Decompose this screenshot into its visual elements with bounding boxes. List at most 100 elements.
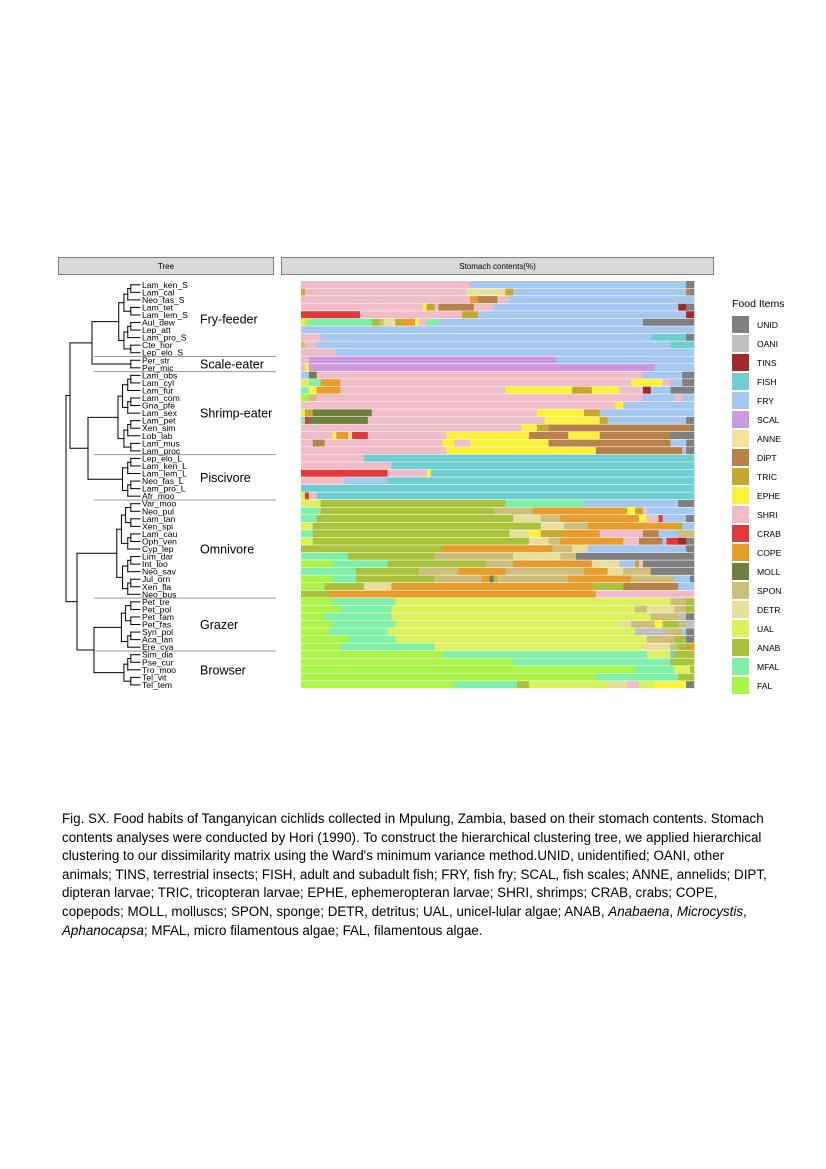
bar-segment-Lep_elo_L-fish-1 <box>363 454 695 462</box>
bar-segment-Lam_pro_S-fish-2 <box>650 333 687 341</box>
dendrogram <box>65 284 141 686</box>
bar-segment-Lam_cal-shri-1 <box>304 288 467 296</box>
bar-segment-Lam_obs-fry-0 <box>301 371 310 379</box>
bar-segment-Lam_tan-crab-7 <box>658 515 663 523</box>
bar-segment-Lam_pro_S-fry-1 <box>320 333 652 341</box>
bar-segment-Aul_dew-spon-4 <box>379 318 384 326</box>
species-label-syn-pol: Syn_pol <box>142 627 173 637</box>
bar-segment-Lam_fur-ephe-4 <box>505 386 573 394</box>
bar-segment-Oph_ven-crab-8 <box>666 537 679 545</box>
bar-segment-Lam_fur-tric-5 <box>572 386 593 394</box>
bar-segment-Neo_pul-mfal-0 <box>301 507 321 515</box>
bar-segment-Xen_fla-dipt-5 <box>623 583 679 590</box>
bar-segment-Lam_cau-anab-1 <box>312 530 510 538</box>
bar-segment-Neo_bus-cope-1 <box>328 590 597 598</box>
bar-segment-Lam_sex-shri-3 <box>371 409 538 417</box>
bar-segment-Xen_spi-fry-6 <box>682 522 695 530</box>
bar-segment-Neo_sav-anab-1 <box>356 567 420 575</box>
bar-segment-Aul_dew-mfal-10 <box>426 318 439 326</box>
species-label-cte-hor: Cte_hor <box>142 340 173 350</box>
group-label-fry-feeder: Fry-feeder <box>200 312 258 326</box>
group-labels: Fry-feeder Scale-eater Shrimp-eater Piscivo… <box>94 312 276 677</box>
bar-segment-Pet_fas-fal-0 <box>301 620 333 628</box>
bar-segment-Pet_pol-fal-0 <box>301 605 341 613</box>
bar-segment-Neo_pul-ephe-4 <box>627 507 636 515</box>
bar-segment-Ere_cya-anab-5 <box>678 643 687 651</box>
bar-segment-Oph_ven-spon-3 <box>548 537 561 545</box>
bar-segment-Lam_tan-cope-4 <box>560 515 640 523</box>
bar-segment-Lam_lem_S-tins-4 <box>686 311 695 319</box>
bar-segment-Xen_fla-cope-3 <box>391 583 593 590</box>
legend-label-fish: FISH <box>757 377 777 387</box>
species-label-lep-elo-s: Lep_elo_S <box>142 348 183 358</box>
bar-segment-Lam_mus-dipt-1 <box>312 439 325 447</box>
bar-segment-Pet_pol-anab-6 <box>686 605 695 613</box>
species-label-lep-elo-l: Lep_elo_L <box>142 453 182 463</box>
legend-swatch-moll <box>732 563 749 580</box>
bar-segment-Aca_lan-fal-0 <box>301 635 349 643</box>
bar-segment-Lam_com-fal-0 <box>301 394 310 402</box>
bar-segment-Aul_dew-fry-11 <box>438 318 644 326</box>
bar-segment-Xen_fla-anab-1 <box>324 583 365 590</box>
bar-segment-Lam_tet-shri-5 <box>473 303 494 311</box>
bar-segment-Lam_mus-shri-4 <box>454 439 471 447</box>
caption-part-2: ; MFAL, micro filamentous algae; FAL, fi… <box>143 922 483 938</box>
bar-segment-Aca_lan-unid-5 <box>686 635 695 643</box>
bar-segment-Tro_moo-ual-2 <box>674 666 691 674</box>
legend-label-crab: CRAB <box>757 529 781 539</box>
bar-segment-Per_str-fry-2 <box>556 356 695 364</box>
bar-segment-Lam_cyl-unid-7 <box>682 379 695 387</box>
bar-segment-Ere_cya-cope-7 <box>690 643 695 651</box>
species-label-lam-mus: Lam_mus <box>142 438 180 448</box>
species-label-lam-cyl: Lam_cyl <box>142 378 174 388</box>
bar-segment-Lam_fur-tins-8 <box>642 386 652 394</box>
bar-segment-Pet_fas-spon-4 <box>631 620 655 628</box>
bar-segment-Int_loo-fry-6 <box>619 560 636 568</box>
bar-segment-Int_loo-mfal-1 <box>332 560 388 568</box>
bar-segment-Afr_moo-crab-1 <box>304 492 310 500</box>
bar-segment-Lim_dar-spon-4 <box>560 552 577 560</box>
bar-segment-Syn_pol-oani-3 <box>635 628 667 636</box>
bar-segment-Pet_pol-ual-2 <box>391 605 636 613</box>
bar-segment-Gna_pfe-ephe-1 <box>615 401 624 409</box>
bar-segment-Var_moo-ual-0 <box>301 499 321 507</box>
bar-segment-Lob_lab-detr-3 <box>348 432 353 439</box>
bar-segment-Xen_sim-dipt-3 <box>548 424 691 432</box>
bar-segment-Per_str-shri-0 <box>301 356 310 364</box>
group-label-omnivore: Omnivore <box>200 543 254 557</box>
bar-segment-Neo_sav-spon-4 <box>505 567 585 575</box>
group-label-shrimp-eater: Shrimp-eater <box>200 407 272 421</box>
bar-segment-Tel_vit-mfal-1 <box>595 673 679 681</box>
bar-segment-Lim_dar-mfal-0 <box>301 552 349 560</box>
bar-segment-Lam_cal-unid-6 <box>690 288 695 296</box>
bar-segment-Pet_fas-oani-8 <box>686 620 695 628</box>
legend-label-tins: TINS <box>757 358 777 368</box>
bar-segment-Lam_cau-mfal-0 <box>301 530 314 538</box>
bar-segment-Lam_lem_L-crab-0 <box>301 469 388 477</box>
bar-segment-Lam_cal-dipt-5 <box>686 288 691 296</box>
bar-segment-Lam_cau-shri-6 <box>599 530 644 538</box>
bar-segment-Syn_pol-ual-2 <box>387 628 636 636</box>
species-label-lam-pro-s: Lam_pro_S <box>142 333 187 343</box>
bar-segment-Lam_pro_S-unid-3 <box>686 333 695 341</box>
bar-segment-Tel_tem-mfal-1 <box>454 681 518 689</box>
species-label-gna-pfe: Gna_pfe <box>142 401 175 411</box>
legend-label-moll: MOLL <box>757 567 781 577</box>
bar-segment-Lam_tet-ephe-1 <box>422 303 428 311</box>
bar-segment-Lob_lab-ephe-8 <box>568 432 600 439</box>
bar-segment-Jul_orn-spon-7 <box>497 575 569 583</box>
species-label-neo-bus: Neo_bus <box>142 589 176 599</box>
bar-segment-Pet_fam-spon-3 <box>650 613 679 621</box>
species-label-lam-com: Lam_com <box>142 393 180 403</box>
bar-segment-Lam_proc-ephe-1 <box>446 447 597 455</box>
species-label-lam-pro-l: Lam_pro_L <box>142 484 186 494</box>
species-label-xen-sim: Xen_sim <box>142 423 175 433</box>
species-label-int-loo: Int_loo <box>142 559 168 569</box>
bar-segment-Gna_pfe-fry-2 <box>623 401 695 409</box>
bar-segment-Lam_cyl-shri-3 <box>340 379 632 387</box>
species-label-afr-moo: Afr_moo <box>142 491 175 501</box>
bar-segment-Aul_dew-ual-0 <box>301 318 306 326</box>
bar-segment-Aul_dew-detr-5 <box>383 318 396 326</box>
bar-segment-Pse_cur-anab-2 <box>670 658 695 666</box>
bar-segment-Lob_lab-shri-0 <box>301 432 333 439</box>
